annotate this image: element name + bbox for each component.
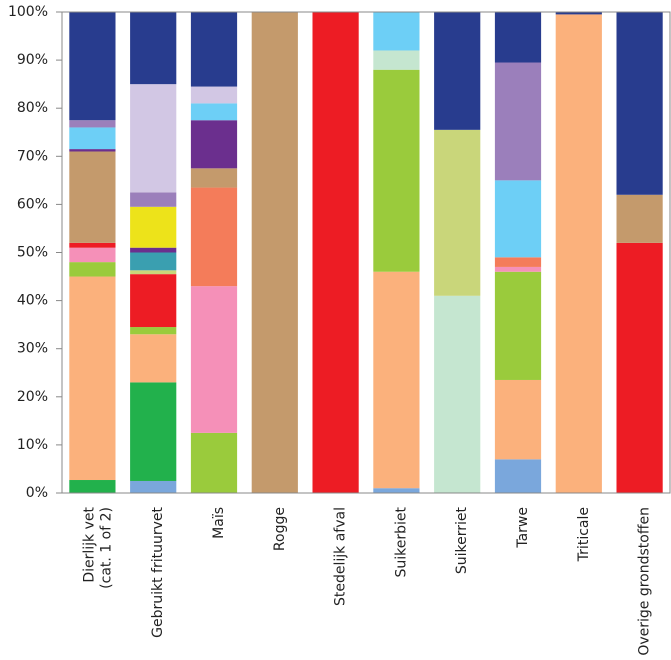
bar-segment (494, 271, 542, 380)
y-tick-label: 30% (17, 341, 48, 357)
y-tick-label: 0% (26, 485, 48, 501)
y-tick-label: 40% (17, 293, 48, 309)
x-tick-label: Maïs (211, 507, 227, 539)
bar-segment (69, 151, 116, 243)
bar-segment (494, 180, 542, 258)
bar-segment (69, 12, 116, 121)
bar-segment (312, 12, 359, 493)
bar-segment (190, 187, 238, 287)
bar-segment (494, 459, 542, 493)
bar-segment (130, 382, 177, 481)
bar-segment (373, 50, 420, 70)
bar-segment (69, 247, 116, 263)
bar-segment (130, 247, 177, 253)
bar-segment (190, 286, 238, 433)
x-tick-label: Dierlijk vet(cat. 1 of 2) (81, 506, 114, 588)
bar-segment (434, 12, 481, 130)
x-tick-label: Triticale (576, 507, 592, 562)
bar-segment (373, 271, 420, 489)
bar-segment (434, 129, 481, 296)
bar-segment (130, 206, 177, 248)
x-tick-label: Gebruikt frituurvet (150, 506, 166, 637)
bar-segment (190, 103, 238, 121)
x-tick-label: Overige grondstoffen (637, 507, 653, 656)
bar-segment (130, 12, 177, 85)
bar-segment (251, 12, 298, 493)
bar-segment (373, 12, 420, 51)
bar-segment (69, 149, 116, 152)
x-tick-label: Rogge (272, 507, 288, 551)
bar-segment (494, 62, 542, 181)
y-tick-label: 20% (17, 389, 48, 405)
bar-segment (555, 12, 602, 15)
x-tick-label: Suikerriet (454, 507, 470, 575)
y-tick-label: 60% (17, 196, 48, 212)
plot-frame (61, 11, 671, 494)
bar-segment (69, 242, 116, 248)
x-tick-label: Suikerbiet (393, 506, 409, 577)
bar-segment (190, 168, 238, 188)
bar-segment (130, 252, 177, 271)
bar-segment (130, 84, 177, 193)
y-tick-label: 80% (17, 100, 48, 116)
bar-segment (69, 276, 116, 481)
bar-segment (555, 14, 602, 494)
bar-segment (130, 327, 177, 335)
bar-segment (130, 270, 177, 275)
bar-segment (494, 257, 542, 267)
bar-segment (130, 480, 177, 493)
y-tick-label: 70% (17, 148, 48, 164)
bar-segment (130, 274, 177, 328)
bar-segment (190, 12, 238, 87)
bar-segment (373, 69, 420, 272)
bar-segment (190, 432, 238, 493)
bar-segment (373, 488, 420, 493)
bar-segment (434, 295, 481, 493)
bar-segment (190, 120, 238, 169)
bar-segment (494, 379, 542, 460)
bar-segment (616, 12, 663, 195)
x-tick-label: Stedelijk afval (333, 507, 349, 606)
y-tick-label: 90% (17, 52, 48, 68)
bar-segment (69, 120, 116, 128)
bar-segment (69, 127, 116, 150)
bar-segment (69, 480, 116, 493)
bar-segment (616, 194, 663, 243)
bar-segment (190, 86, 238, 104)
y-tick-label: 100% (8, 4, 48, 20)
bar-segment (69, 262, 116, 277)
bar-segment (494, 12, 542, 63)
bar-segment (130, 192, 177, 207)
y-tick-label: 10% (17, 437, 48, 453)
x-tick-label: Tarwe (515, 507, 531, 549)
bar-segment (494, 266, 542, 272)
bar-segment (130, 334, 177, 383)
y-tick-label: 50% (17, 245, 48, 261)
bar-segment (616, 242, 663, 493)
